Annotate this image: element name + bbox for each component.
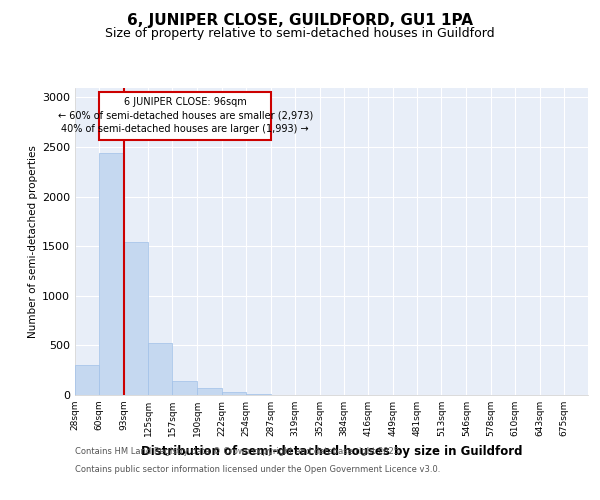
Text: Contains HM Land Registry data © Crown copyright and database right 2025.: Contains HM Land Registry data © Crown c… <box>75 448 401 456</box>
Bar <box>172 380 197 395</box>
Bar <box>124 242 148 395</box>
Bar <box>75 365 99 395</box>
Text: ← 60% of semi-detached houses are smaller (2,973): ← 60% of semi-detached houses are smalle… <box>58 111 313 121</box>
Text: 40% of semi-detached houses are larger (1,993) →: 40% of semi-detached houses are larger (… <box>61 124 309 134</box>
Text: 6, JUNIPER CLOSE, GUILDFORD, GU1 1PA: 6, JUNIPER CLOSE, GUILDFORD, GU1 1PA <box>127 12 473 28</box>
Bar <box>148 344 172 395</box>
Bar <box>99 153 124 395</box>
Bar <box>246 394 271 395</box>
Text: 6 JUNIPER CLOSE: 96sqm: 6 JUNIPER CLOSE: 96sqm <box>124 98 247 108</box>
Y-axis label: Number of semi-detached properties: Number of semi-detached properties <box>28 145 38 338</box>
FancyBboxPatch shape <box>99 92 271 140</box>
Bar <box>221 392 246 395</box>
Text: Contains public sector information licensed under the Open Government Licence v3: Contains public sector information licen… <box>75 465 440 474</box>
X-axis label: Distribution of semi-detached houses by size in Guildford: Distribution of semi-detached houses by … <box>141 444 522 458</box>
Text: Size of property relative to semi-detached houses in Guildford: Size of property relative to semi-detach… <box>105 28 495 40</box>
Bar <box>197 388 221 395</box>
